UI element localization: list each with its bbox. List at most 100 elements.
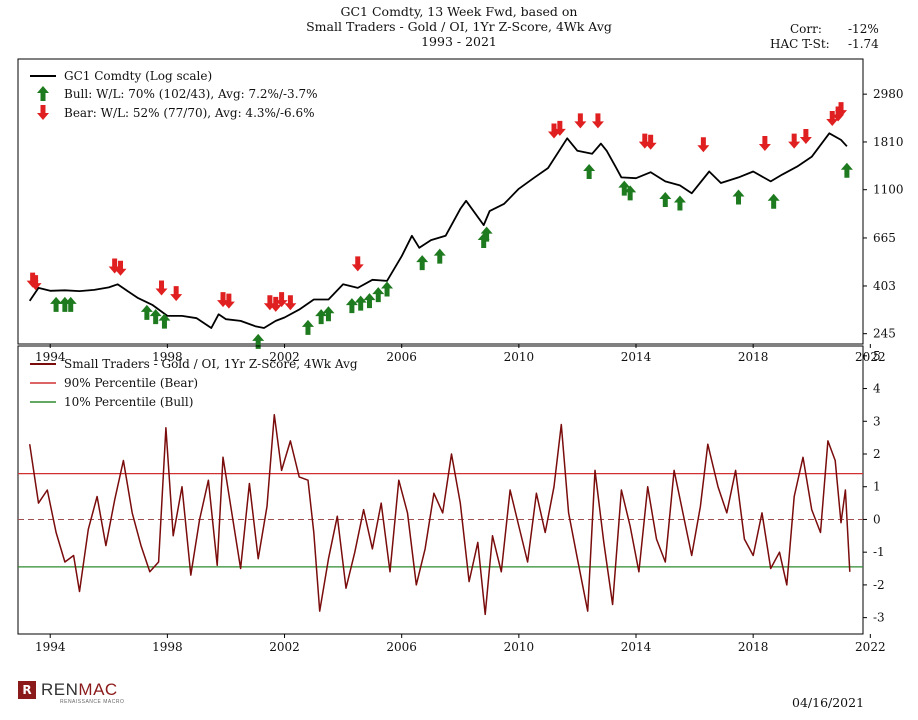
x-tick-label: 2006 <box>386 350 417 364</box>
legend-bull-label: Bull: W/L: 70% (102/43), Avg: 7.2%/-3.7% <box>64 87 318 101</box>
renmac-logo-mark: R <box>18 681 36 699</box>
bull-signal-arrow <box>354 295 367 311</box>
hac-label: HAC T-St: <box>770 37 830 51</box>
bull-signal-arrow <box>322 306 335 322</box>
chart-title-line-1: GC1 Comdty, 13 Week Fwd, based on <box>340 4 578 19</box>
bear-signal-arrow <box>788 133 801 149</box>
y-tick-label: -3 <box>873 611 885 625</box>
bear-signal-arrow <box>547 123 560 139</box>
bear-signal-arrow <box>826 111 839 127</box>
x-tick-label: 2002 <box>269 350 300 364</box>
y-tick-label: 1100 <box>873 183 904 197</box>
x-tick-label: 2022 <box>855 350 886 364</box>
x-tick-label: 2018 <box>738 350 769 364</box>
corr-value: -12% <box>848 22 879 36</box>
bear-signal-arrow <box>114 260 127 276</box>
chart-title-line-3: 1993 - 2021 <box>421 34 497 49</box>
y-tick-label: 2980 <box>873 87 904 101</box>
y-tick-label: 3 <box>873 414 881 428</box>
renmac-logo-subtitle: RENAISSANCE MACRO <box>60 699 125 705</box>
renmac-logo: R RENMAC RENAISSANCE MACRO <box>18 680 124 705</box>
bull-signal-arrow <box>840 162 853 178</box>
y-tick-label: 4 <box>873 382 881 396</box>
bull-signal-arrow <box>252 333 265 349</box>
bear-signal-arrow <box>155 280 168 296</box>
indicator-panel: 1994 1998 2002 2006 2010 2014 2018 2022 -3 -2 -1 0 1… <box>17 345 886 654</box>
bull-signal-arrow <box>140 304 153 320</box>
gold-price-line <box>28 132 848 329</box>
chart-title-line-2: Small Traders - Gold / OI, 1Yr Z-Score, … <box>306 19 612 34</box>
bull-signal-arrow <box>624 185 637 201</box>
chart-canvas: 1994 1998 2002 2006 2010 2014 2018 202224540366… <box>17 58 904 654</box>
y-tick-label: 245 <box>873 327 896 341</box>
bull-signal-arrow <box>363 293 376 309</box>
corr-label: Corr: <box>790 22 822 36</box>
bull-signal-arrow <box>767 193 780 209</box>
legend-bear-line-label: 90% Percentile (Bear) <box>64 376 198 390</box>
y-tick-label: 0 <box>873 512 881 526</box>
bull-signal-arrow <box>64 296 77 312</box>
renmac-logo-text: RENMAC <box>41 680 118 699</box>
bull-signal-arrow <box>480 226 493 242</box>
x-tick-label: 2014 <box>621 350 652 364</box>
bull-signal-arrow <box>301 319 314 335</box>
bear-signal-arrow <box>835 102 848 118</box>
bull-signal-arrow <box>149 309 162 325</box>
bear-signal-arrow <box>284 295 297 311</box>
bull-signal-arrow <box>416 255 429 271</box>
bear-signal-arrow <box>29 275 42 291</box>
bull-signal-arrow <box>583 163 596 179</box>
bull-signal-arrow <box>50 296 63 312</box>
y-tick-label: 5 <box>873 349 881 363</box>
panel-frame <box>17 345 864 635</box>
bear-signal-arrow <box>697 137 710 153</box>
bear-signal-arrow <box>37 105 49 120</box>
x-tick-label: 2022 <box>855 640 886 654</box>
panel-frame <box>17 58 864 345</box>
y-tick-label: 403 <box>873 279 896 293</box>
legend-price-label: GC1 Comdty (Log scale) <box>64 69 212 83</box>
legend-bear-label: Bear: W/L: 52% (77/70), Avg: 4.3%/-6.6% <box>64 106 315 120</box>
x-tick-label: 2010 <box>504 640 535 654</box>
x-tick-label: 1998 <box>152 350 183 364</box>
x-tick-label: 2002 <box>269 640 300 654</box>
bear-signal-arrow <box>269 296 282 312</box>
y-tick-label: 1 <box>873 480 881 494</box>
bear-signal-arrow <box>553 120 566 136</box>
price-panel: 1994 1998 2002 2006 2010 2014 2018 2022 245 403 66… <box>17 58 904 364</box>
bull-signal-arrow <box>345 298 358 314</box>
bear-signal-arrow <box>832 106 845 122</box>
x-tick-label: 2018 <box>738 640 769 654</box>
bear-signal-arrow <box>574 113 587 129</box>
bear-signal-arrow <box>591 113 604 129</box>
bull-signal-arrow <box>732 189 745 205</box>
hac-value: -1.74 <box>848 37 879 51</box>
bear-signal-arrow <box>758 135 771 151</box>
bull-signal-arrow <box>158 313 171 329</box>
x-tick-label: 2014 <box>621 640 652 654</box>
x-tick-label: 2010 <box>504 350 535 364</box>
bull-signal-arrow <box>372 287 385 303</box>
legend-zscore-label: Small Traders - Gold / OI, 1Yr Z-Score, … <box>64 357 358 371</box>
bear-signal-arrow <box>799 128 812 144</box>
x-tick-label: 1998 <box>152 640 183 654</box>
y-tick-label: -2 <box>873 578 885 592</box>
zscore-line <box>28 413 851 616</box>
legend-bull-line-label: 10% Percentile (Bull) <box>64 395 193 409</box>
y-tick-label: -1 <box>873 545 885 559</box>
bear-signal-arrow <box>222 293 235 309</box>
bull-signal-arrow <box>381 281 394 297</box>
x-tick-label: 2006 <box>386 640 417 654</box>
bear-signal-arrow <box>351 256 364 272</box>
y-tick-label: 2 <box>873 447 881 461</box>
bull-signal-arrow <box>659 191 672 207</box>
y-tick-label: 665 <box>873 231 896 245</box>
bull-signal-arrow <box>618 180 631 196</box>
bull-signal-arrow <box>37 86 49 101</box>
x-tick-label: 1994 <box>35 350 66 364</box>
report-date: 04/16/2021 <box>792 695 865 710</box>
y-tick-label: 1810 <box>873 135 904 149</box>
x-tick-label: 1994 <box>35 640 66 654</box>
bear-signal-arrow <box>644 134 657 150</box>
bear-signal-arrow <box>170 286 183 302</box>
